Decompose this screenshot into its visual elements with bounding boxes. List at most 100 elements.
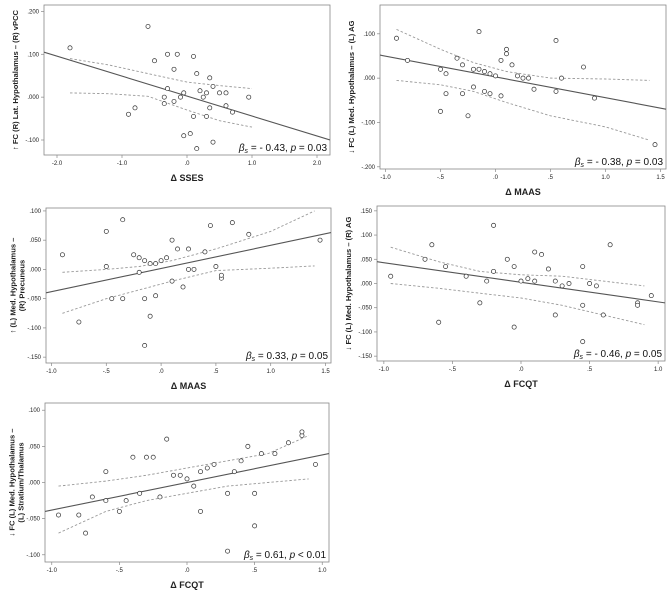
- y-tick-label: -.150: [27, 355, 41, 361]
- y-axis-label: ↑ FC (R) Lat. Hypothalamus – (R) vPCC: [11, 9, 20, 150]
- data-point: [191, 483, 197, 489]
- x-tick-label: 1.0: [318, 568, 327, 574]
- regression-line: [46, 232, 331, 294]
- data-point: [454, 55, 460, 61]
- data-point: [484, 278, 490, 284]
- data-point: [67, 45, 73, 51]
- data-point: [635, 302, 641, 308]
- data-point: [194, 146, 200, 152]
- regression-line: [44, 51, 330, 141]
- data-point: [161, 94, 167, 100]
- data-point: [436, 319, 442, 325]
- x-tick-label: 1.0: [248, 161, 257, 167]
- data-point: [460, 62, 465, 68]
- x-tick-label: .0: [184, 568, 190, 574]
- ci-upper-curve: [396, 28, 650, 81]
- y-tick-label: -.100: [358, 330, 372, 336]
- data-point: [532, 249, 538, 255]
- data-point: [246, 231, 252, 237]
- data-point: [171, 98, 177, 104]
- data-point: [76, 319, 82, 325]
- data-point: [552, 278, 558, 284]
- data-point: [438, 108, 443, 114]
- x-tick-label: -.5: [103, 369, 111, 375]
- data-point: [164, 436, 170, 442]
- ci-upper-curve: [390, 246, 645, 287]
- x-tick-label: 1.0: [267, 369, 276, 375]
- data-point: [123, 498, 129, 504]
- data-point: [471, 66, 476, 72]
- data-point: [130, 454, 136, 460]
- data-point: [164, 255, 170, 261]
- data-point: [476, 29, 482, 35]
- data-point: [539, 251, 545, 257]
- stats-annotation: βs = 0.61, p < 0.01: [243, 550, 327, 562]
- ci-upper-curve: [62, 210, 315, 273]
- data-point: [587, 281, 593, 286]
- data-point: [482, 69, 487, 74]
- data-point: [498, 93, 504, 99]
- x-tick-label: 1.5: [656, 175, 665, 181]
- data-point: [460, 91, 465, 97]
- panel-fcqt-striatum: -.100 -.050 .000 .050 .100 -1.0 -.5 .0 .5 1.0 Δ FC…: [8, 402, 330, 590]
- data-point: [465, 113, 471, 119]
- data-point: [137, 490, 143, 496]
- data-point: [200, 94, 206, 100]
- data-point: [120, 217, 126, 223]
- data-point: [145, 23, 151, 29]
- data-point: [207, 223, 213, 228]
- data-point: [491, 268, 497, 274]
- data-point: [245, 443, 251, 449]
- data-point: [218, 272, 224, 278]
- data-point: [553, 88, 559, 94]
- data-point: [225, 490, 231, 496]
- data-point: [165, 86, 170, 92]
- data-point: [169, 237, 175, 243]
- x-tick-label: .5: [548, 175, 554, 181]
- x-tick-label: .0: [159, 369, 165, 375]
- x-tick-label: -1.0: [46, 369, 57, 375]
- data-point: [184, 476, 190, 482]
- data-point: [186, 246, 191, 252]
- data-point: [231, 469, 237, 475]
- data-point: [230, 109, 235, 115]
- plot-frame: [43, 4, 331, 156]
- data-point: [526, 75, 531, 81]
- y-tick-label: -.150: [358, 354, 372, 360]
- data-point: [213, 264, 219, 269]
- x-axis-label: Δ MAAS: [171, 381, 206, 391]
- x-tick-label: 2.0: [313, 161, 322, 167]
- x-axis-label: Δ SSES: [171, 173, 204, 183]
- data-point: [147, 313, 153, 319]
- data-point: [204, 113, 209, 119]
- data-point: [559, 75, 564, 81]
- data-point: [518, 278, 524, 284]
- data-point: [207, 75, 213, 81]
- data-point: [317, 237, 323, 243]
- data-point: [197, 88, 203, 94]
- data-point: [246, 94, 252, 100]
- data-point: [180, 284, 186, 290]
- data-point: [482, 88, 487, 94]
- regression-line: [45, 453, 329, 512]
- data-point: [592, 95, 597, 101]
- y-axis-label: ↓ FC (L) Med. Hypothalamus – (R) AG: [344, 216, 353, 350]
- data-point: [443, 264, 449, 269]
- y-tick-label: .050: [29, 238, 41, 244]
- y-tick-label: .150: [360, 209, 372, 215]
- data-point: [191, 53, 196, 59]
- x-tick-label: 1.0: [654, 367, 663, 373]
- data-point: [593, 283, 599, 289]
- data-point: [177, 472, 183, 478]
- x-tick-label: -.5: [449, 367, 457, 373]
- data-point: [487, 91, 493, 97]
- y-tick-label: -.200: [361, 165, 375, 171]
- data-point: [515, 73, 520, 79]
- plot-frame: [379, 4, 667, 170]
- data-point: [476, 66, 482, 72]
- data-point: [103, 264, 109, 269]
- y-tick-label: -.100: [26, 553, 40, 559]
- data-point: [132, 105, 138, 111]
- x-tick-label: -1.0: [117, 161, 128, 167]
